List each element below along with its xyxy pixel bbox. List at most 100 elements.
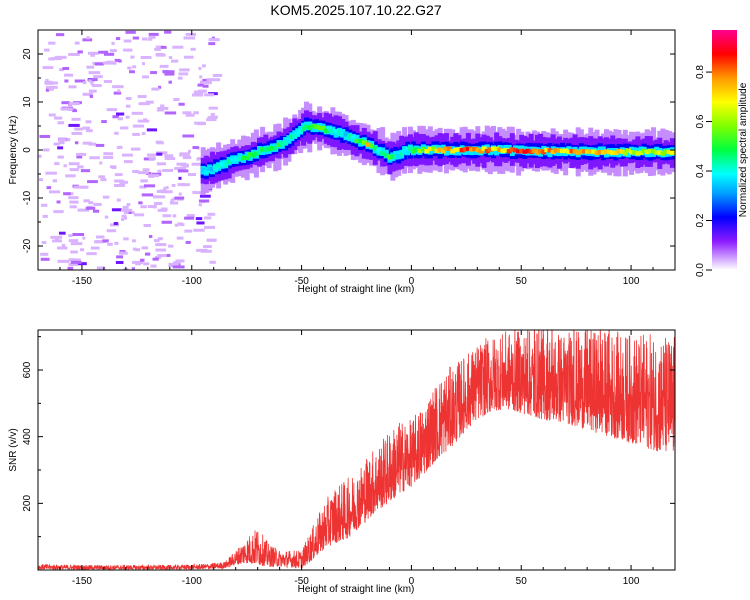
heatmap-noise-cell — [135, 248, 140, 252]
x-tick-label: 100 — [623, 576, 640, 587]
heatmap-noise-cell — [170, 198, 174, 202]
heatmap-noise-cell — [160, 45, 167, 49]
heatmap-ridge-cell — [307, 125, 313, 131]
heatmap-noise-cell — [68, 234, 73, 238]
heatmap-noise-cell — [169, 201, 179, 205]
heatmap-noise-cell — [99, 161, 103, 165]
heatmap-noise-cell — [74, 127, 84, 131]
heatmap-ridge-cell — [613, 150, 619, 156]
heatmap-noise-cell — [61, 243, 66, 247]
heatmap-ridge-cell — [663, 149, 669, 154]
heatmap-noise-cell — [40, 252, 49, 256]
spectrogram-ylabel: Frequency (Hz) — [8, 116, 19, 185]
heatmap-noise-cell — [156, 189, 163, 193]
heatmap-noise-cell — [173, 98, 180, 102]
heatmap-ridge-cell — [597, 150, 603, 155]
heatmap-noise-cell — [67, 266, 74, 270]
heatmap-noise-cell — [164, 72, 175, 76]
heatmap-noise-cell — [71, 131, 83, 135]
heatmap-ridge-cell — [301, 127, 307, 132]
heatmap-ridge-cell — [263, 147, 269, 152]
heatmap-ridge-cell — [387, 155, 393, 160]
heatmap-ridge-cell — [494, 146, 500, 151]
heatmap-noise-cell — [123, 48, 133, 52]
heatmap-noise-cell — [178, 176, 182, 180]
x-tick-label: -100 — [182, 576, 202, 587]
heatmap-noise-cell — [115, 260, 124, 264]
heatmap-ridge-cell — [405, 146, 411, 156]
heatmap-noise-cell — [135, 262, 142, 266]
heatmap-noise-cell — [208, 42, 216, 46]
heatmap-noise-cell — [112, 115, 120, 119]
heatmap-noise-cell — [159, 64, 169, 68]
heatmap-noise-cell — [207, 212, 216, 216]
heatmap-ridge-cell — [233, 157, 239, 162]
x-tick-label: -100 — [182, 276, 202, 287]
heatmap-noise-cell — [199, 194, 211, 198]
heatmap-noise-cell — [68, 258, 75, 262]
heatmap-ridge-cell — [484, 144, 490, 154]
heatmap-noise-cell — [68, 262, 79, 266]
heatmap-noise-cell — [141, 37, 148, 41]
heatmap-noise-cell — [69, 205, 77, 209]
heatmap-noise-cell — [209, 260, 216, 264]
heatmap-ridge-cell — [347, 134, 353, 139]
heatmap-noise-cell — [48, 190, 61, 194]
heatmap-noise-cell — [48, 41, 56, 45]
heatmap-noise-cell — [190, 47, 196, 51]
heatmap-noise-cell — [178, 102, 185, 106]
heatmap-ridge-cell — [563, 148, 569, 153]
heatmap-noise-cell — [172, 265, 185, 269]
heatmap-noise-cell — [79, 248, 85, 252]
heatmap-ridge-cell — [525, 148, 531, 154]
heatmap-noise-cell — [198, 66, 202, 70]
heatmap-noise-cell — [208, 106, 218, 110]
heatmap-ridge-cell — [660, 151, 666, 156]
x-tick-label: -150 — [72, 276, 92, 287]
heatmap-noise-cell — [46, 186, 52, 190]
heatmap-noise-cell — [56, 246, 68, 250]
heatmap-ridge-cell — [372, 146, 378, 151]
heatmap-ridge-cell — [578, 149, 584, 154]
heatmap-ridge-cell — [209, 166, 215, 172]
heatmap-noise-cell — [82, 38, 93, 42]
heatmap-noise-cell — [140, 205, 147, 209]
heatmap-noise-cell — [54, 162, 60, 166]
heatmap-noise-cell — [103, 79, 112, 83]
heatmap-noise-cell — [106, 60, 114, 64]
heatmap-noise-cell — [137, 119, 150, 123]
heatmap-noise-cell — [139, 185, 147, 189]
heatmap-noise-cell — [182, 183, 190, 187]
heatmap-ridge-cell — [484, 148, 490, 154]
heatmap-noise-cell — [138, 102, 150, 106]
x-tick-label: -150 — [72, 576, 92, 587]
heatmap-noise-cell — [117, 117, 124, 121]
spectrogram-xlabel: Height of straight line (km) — [298, 284, 415, 295]
heatmap-ridge-cell — [616, 148, 622, 154]
heatmap-noise-cell — [45, 85, 58, 89]
colorbar-tick-label: 0.8 — [695, 65, 706, 79]
heatmap-ridge-cell — [487, 147, 493, 152]
heatmap-noise-cell — [39, 134, 51, 138]
heatmap-noise-cell — [182, 134, 195, 138]
heatmap-noise-cell — [72, 109, 77, 113]
heatmap-ridge-cell — [594, 150, 600, 156]
heatmap-ridge-cell — [657, 150, 663, 155]
heatmap-noise-cell — [147, 205, 157, 209]
heatmap-noise-cell — [202, 245, 212, 249]
heatmap-noise-cell — [174, 196, 185, 200]
heatmap-noise-cell — [195, 217, 203, 221]
heatmap-noise-cell — [103, 52, 115, 56]
heatmap-noise-cell — [51, 57, 62, 61]
heatmap-noise-cell — [132, 169, 140, 173]
heatmap-noise-cell — [198, 203, 202, 207]
heatmap-noise-cell — [43, 148, 50, 152]
heatmap-noise-cell — [185, 113, 195, 117]
heatmap-noise-cell — [164, 111, 177, 115]
heatmap-noise-cell — [182, 156, 192, 160]
heatmap-noise-cell — [182, 164, 188, 168]
heatmap-noise-cell — [165, 186, 169, 190]
colorbar-gradient — [712, 30, 737, 270]
heatmap-noise-cell — [114, 173, 123, 177]
